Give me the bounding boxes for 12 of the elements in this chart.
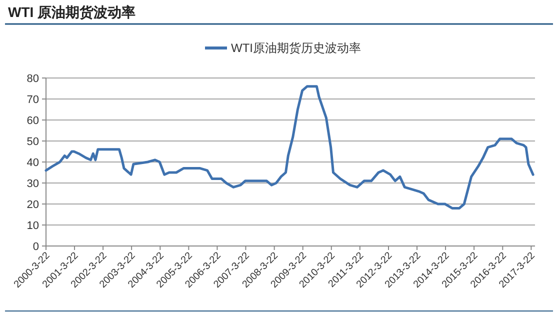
y-tick-label: 50	[26, 136, 39, 148]
y-tick-label: 70	[26, 94, 39, 106]
y-tick-label: 20	[26, 199, 39, 211]
legend-label: WTI原油期货历史波动率	[231, 41, 361, 55]
chart-title: WTI 原油期货波动率	[8, 4, 136, 20]
y-tick-label: 60	[26, 115, 39, 127]
y-tick-label: 30	[26, 178, 39, 190]
y-tick-label: 40	[26, 157, 39, 169]
line-series	[44, 85, 534, 210]
y-tick-label: 80	[26, 73, 39, 85]
y-tick-label: 0	[32, 241, 39, 253]
y-tick-label: 10	[26, 220, 39, 232]
